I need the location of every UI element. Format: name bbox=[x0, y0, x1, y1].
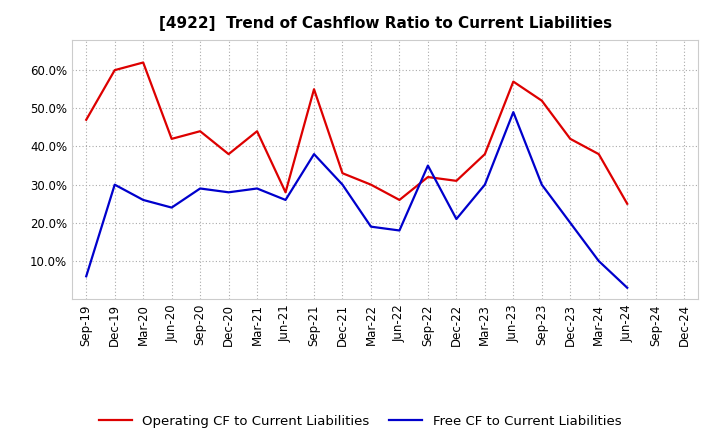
Operating CF to Current Liabilities bbox=[196, 128, 204, 134]
Free CF to Current Liabilities bbox=[423, 163, 432, 168]
Free CF to Current Liabilities bbox=[366, 224, 375, 229]
Operating CF to Current Liabilities bbox=[82, 117, 91, 122]
Free CF to Current Liabilities bbox=[82, 274, 91, 279]
Operating CF to Current Liabilities bbox=[509, 79, 518, 84]
Operating CF to Current Liabilities bbox=[480, 151, 489, 157]
Operating CF to Current Liabilities bbox=[395, 197, 404, 202]
Operating CF to Current Liabilities bbox=[423, 174, 432, 180]
Free CF to Current Liabilities bbox=[167, 205, 176, 210]
Operating CF to Current Liabilities bbox=[366, 182, 375, 187]
Operating CF to Current Liabilities bbox=[623, 201, 631, 206]
Free CF to Current Liabilities bbox=[452, 216, 461, 222]
Operating CF to Current Liabilities bbox=[452, 178, 461, 183]
Operating CF to Current Liabilities bbox=[110, 67, 119, 73]
Line: Free CF to Current Liabilities: Free CF to Current Liabilities bbox=[86, 112, 627, 288]
Operating CF to Current Liabilities bbox=[225, 151, 233, 157]
Free CF to Current Liabilities bbox=[253, 186, 261, 191]
Free CF to Current Liabilities bbox=[566, 220, 575, 225]
Operating CF to Current Liabilities bbox=[167, 136, 176, 142]
Operating CF to Current Liabilities bbox=[139, 60, 148, 65]
Free CF to Current Liabilities bbox=[196, 186, 204, 191]
Free CF to Current Liabilities bbox=[225, 190, 233, 195]
Line: Operating CF to Current Liabilities: Operating CF to Current Liabilities bbox=[86, 62, 627, 204]
Legend: Operating CF to Current Liabilities, Free CF to Current Liabilities: Operating CF to Current Liabilities, Fre… bbox=[94, 410, 626, 433]
Title: [4922]  Trend of Cashflow Ratio to Current Liabilities: [4922] Trend of Cashflow Ratio to Curren… bbox=[158, 16, 612, 32]
Operating CF to Current Liabilities bbox=[537, 98, 546, 103]
Free CF to Current Liabilities bbox=[509, 110, 518, 115]
Free CF to Current Liabilities bbox=[110, 182, 119, 187]
Free CF to Current Liabilities bbox=[395, 228, 404, 233]
Free CF to Current Liabilities bbox=[310, 151, 318, 157]
Free CF to Current Liabilities bbox=[139, 197, 148, 202]
Operating CF to Current Liabilities bbox=[338, 171, 347, 176]
Free CF to Current Liabilities bbox=[338, 182, 347, 187]
Operating CF to Current Liabilities bbox=[253, 128, 261, 134]
Operating CF to Current Liabilities bbox=[282, 190, 290, 195]
Operating CF to Current Liabilities bbox=[595, 151, 603, 157]
Operating CF to Current Liabilities bbox=[566, 136, 575, 142]
Free CF to Current Liabilities bbox=[595, 258, 603, 264]
Free CF to Current Liabilities bbox=[282, 197, 290, 202]
Free CF to Current Liabilities bbox=[480, 182, 489, 187]
Operating CF to Current Liabilities bbox=[310, 87, 318, 92]
Free CF to Current Liabilities bbox=[537, 182, 546, 187]
Free CF to Current Liabilities bbox=[623, 285, 631, 290]
